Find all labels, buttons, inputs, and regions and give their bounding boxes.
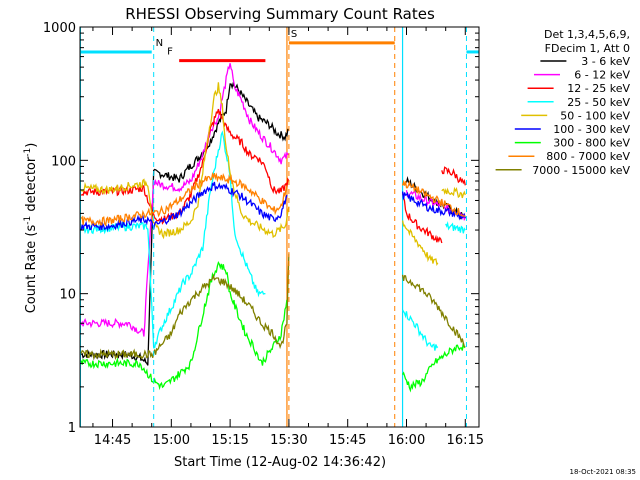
annotation-label-N: N bbox=[156, 38, 163, 49]
series-line-7 bbox=[80, 171, 288, 227]
y-tick-label-0: 1 bbox=[68, 421, 76, 436]
y-tick-label-3: 1000 bbox=[43, 21, 76, 36]
series-line-6-part-0 bbox=[402, 342, 466, 393]
series-line-4-part-0 bbox=[401, 220, 439, 267]
series-line-5 bbox=[80, 181, 288, 232]
series-line-2 bbox=[80, 108, 290, 225]
x-tick-label-1: 15:00 bbox=[153, 433, 190, 448]
series-line-6 bbox=[80, 260, 288, 391]
legend-header-line1: Det 1,3,4,5,6,9, bbox=[544, 28, 630, 41]
series-line-3-part-1 bbox=[445, 220, 466, 234]
legend-entry-7: 800 - 7000 keV bbox=[546, 150, 630, 163]
series-line-5-part-0 bbox=[401, 191, 466, 221]
series-line-2-part-1 bbox=[441, 166, 466, 186]
series-line-4 bbox=[80, 82, 290, 240]
legend-entry-8: 7000 - 15000 keV bbox=[532, 164, 630, 177]
legend-header-line2: FDecim 1, Att 0 bbox=[545, 42, 630, 55]
axis-ticks: 1 10 100 1000 14:45 15:00 15:15 15:30 15:45 16:00… bbox=[43, 21, 484, 448]
plot-frame bbox=[79, 26, 480, 428]
series-line-4-part-1 bbox=[441, 186, 466, 199]
x-tick-label-5: 16:00 bbox=[388, 433, 425, 448]
series-line-3 bbox=[81, 130, 266, 349]
y-axis-label: Count Rate (s-1 detector-1) bbox=[23, 143, 39, 314]
y-tick-label-1: 10 bbox=[59, 288, 76, 303]
series-line-7-part-0 bbox=[401, 179, 466, 217]
series-line-0 bbox=[80, 81, 289, 366]
series-line-3-part-0 bbox=[402, 309, 439, 351]
footer-timestamp: 18-Oct-2021 08:35 bbox=[570, 468, 636, 476]
legend-entry-6: 300 - 800 keV bbox=[553, 137, 630, 150]
series-line-1-part-0 bbox=[405, 190, 466, 222]
legend-entry-2: 12 - 25 keV bbox=[567, 82, 630, 95]
legend-entry-3: 25 - 50 keV bbox=[567, 96, 630, 109]
x-axis-label: Start Time (12-Aug-02 14:36:42) bbox=[174, 455, 386, 470]
x-tick-label-3: 15:30 bbox=[270, 433, 307, 448]
x-tick-label-4: 15:45 bbox=[329, 433, 366, 448]
series-line-2-part-0 bbox=[401, 193, 443, 244]
legend-entry-4: 50 - 100 keV bbox=[560, 109, 630, 122]
legend-entry-0: 3 - 6 keV bbox=[581, 55, 630, 68]
legend-entry-5: 100 - 300 keV bbox=[553, 123, 630, 136]
chart-title: RHESSI Observing Summary Count Rates bbox=[125, 5, 435, 23]
x-tick-label-2: 15:15 bbox=[211, 433, 248, 448]
x-tick-label-6: 16:15 bbox=[447, 433, 484, 448]
series-line-1 bbox=[80, 63, 290, 337]
annotation-label-F: F bbox=[167, 47, 173, 58]
x-tick-label-0: 14:45 bbox=[94, 433, 131, 448]
legend-entry-1: 6 - 12 keV bbox=[574, 69, 630, 82]
series-line-8 bbox=[80, 253, 290, 361]
annotation-label-S: S bbox=[291, 29, 297, 40]
plot-area: NF S bbox=[80, 27, 479, 427]
series-line-8-part-0 bbox=[401, 274, 466, 348]
legend: Det 1,3,4,5,6,9, FDecim 1, Att 0 3 - 6 k… bbox=[495, 28, 630, 177]
y-tick-label-2: 100 bbox=[51, 154, 76, 169]
